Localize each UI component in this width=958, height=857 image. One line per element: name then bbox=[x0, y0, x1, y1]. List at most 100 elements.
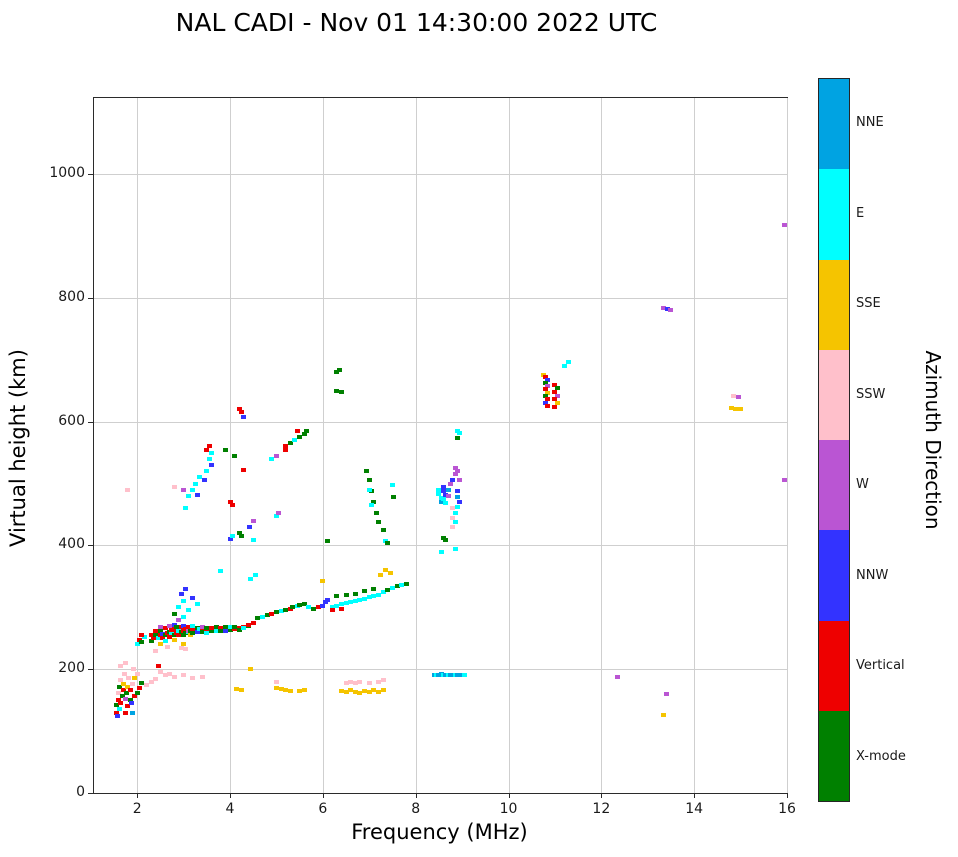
scatter-point bbox=[334, 388, 340, 393]
scatter-point bbox=[206, 444, 212, 449]
scatter-point bbox=[241, 626, 247, 631]
scatter-point bbox=[371, 586, 377, 591]
x-tick-mark bbox=[694, 793, 696, 798]
scatter-point bbox=[273, 685, 279, 690]
scatter-point bbox=[373, 511, 379, 516]
scatter-point bbox=[554, 401, 560, 406]
scatter-point bbox=[552, 397, 558, 402]
scatter-point bbox=[445, 493, 451, 498]
scatter-point bbox=[380, 527, 386, 532]
scatter-point bbox=[441, 536, 447, 541]
scatter-point bbox=[218, 628, 224, 633]
y-tick-label: 400 bbox=[58, 536, 85, 553]
scatter-point bbox=[134, 642, 140, 647]
scatter-point bbox=[125, 487, 131, 492]
scatter-point bbox=[204, 631, 210, 636]
scatter-point bbox=[385, 588, 391, 592]
scatter-point bbox=[362, 589, 368, 594]
scatter-point bbox=[201, 478, 207, 483]
scatter-point bbox=[385, 540, 391, 545]
scatter-point bbox=[250, 518, 256, 523]
scatter-point bbox=[208, 450, 214, 455]
scatter-point bbox=[733, 407, 739, 412]
scatter-point bbox=[239, 409, 245, 414]
scatter-point bbox=[129, 701, 135, 706]
scatter-point bbox=[164, 644, 170, 649]
scatter-point bbox=[213, 625, 219, 630]
scatter-point bbox=[438, 549, 444, 554]
scatter-point bbox=[447, 481, 453, 486]
scatter-point bbox=[561, 363, 567, 368]
scatter-point bbox=[117, 684, 123, 689]
scatter-point bbox=[195, 602, 200, 607]
y-tick-mark bbox=[88, 421, 94, 423]
scatter-point bbox=[287, 441, 293, 446]
scatter-point bbox=[236, 627, 242, 632]
scatter-point bbox=[457, 500, 463, 505]
scatter-point bbox=[283, 447, 289, 452]
scatter-point bbox=[348, 600, 354, 605]
scatter-point bbox=[545, 377, 551, 382]
scatter-point bbox=[157, 670, 163, 675]
y-tick-mark bbox=[88, 669, 94, 671]
scatter-point bbox=[343, 592, 349, 597]
scatter-point bbox=[543, 387, 549, 392]
scatter-point bbox=[380, 678, 386, 683]
scatter-point bbox=[253, 573, 259, 578]
scatter-point bbox=[273, 679, 279, 684]
scatter-point bbox=[181, 614, 187, 619]
scatter-point bbox=[371, 500, 377, 505]
scatter-point bbox=[403, 581, 409, 586]
grid-line-horizontal bbox=[94, 669, 787, 671]
scatter-point bbox=[661, 306, 667, 311]
scatter-point bbox=[162, 626, 168, 631]
scatter-point bbox=[167, 623, 173, 628]
scatter-point bbox=[136, 685, 142, 690]
scatter-point bbox=[248, 667, 254, 672]
scatter-point bbox=[438, 500, 444, 505]
scatter-point bbox=[185, 493, 191, 498]
scatter-point bbox=[124, 690, 130, 695]
scatter-point bbox=[357, 680, 363, 685]
scatter-point bbox=[390, 495, 396, 500]
y-tick-label: 600 bbox=[58, 412, 85, 429]
scatter-point bbox=[118, 664, 124, 669]
scatter-point bbox=[171, 622, 177, 627]
scatter-point bbox=[157, 625, 163, 630]
scatter-point bbox=[452, 519, 458, 524]
scatter-point bbox=[336, 367, 342, 372]
scatter-point bbox=[292, 438, 298, 443]
scatter-point bbox=[329, 605, 335, 610]
chart-title: NAL CADI - Nov 01 14:30:00 2022 UTC bbox=[175, 8, 658, 37]
scatter-point bbox=[176, 633, 182, 638]
scatter-point bbox=[301, 687, 307, 692]
x-tick-mark bbox=[415, 793, 417, 798]
scatter-point bbox=[185, 607, 191, 612]
scatter-point bbox=[454, 428, 460, 433]
colorbar-tick-label: SSW bbox=[856, 386, 886, 402]
scatter-point bbox=[450, 506, 456, 511]
scatter-point bbox=[162, 673, 168, 678]
x-tick-label: 2 bbox=[132, 801, 142, 817]
scatter-point bbox=[204, 469, 210, 474]
scatter-point bbox=[204, 626, 210, 631]
x-tick-label: 6 bbox=[318, 801, 328, 817]
scatter-point bbox=[132, 675, 138, 680]
scatter-point bbox=[380, 687, 386, 692]
scatter-point bbox=[441, 488, 447, 493]
scatter-point bbox=[236, 531, 242, 536]
scatter-point bbox=[119, 694, 125, 699]
scatter-point bbox=[120, 682, 126, 687]
scatter-point bbox=[115, 713, 121, 718]
scatter-point bbox=[731, 394, 737, 399]
colorbar-tick-label: X-mode bbox=[856, 748, 906, 764]
scatter-point bbox=[664, 307, 670, 312]
scatter-point bbox=[192, 481, 198, 486]
grid-line-vertical bbox=[230, 98, 231, 793]
grid-line-vertical bbox=[415, 98, 417, 793]
scatter-point bbox=[454, 436, 460, 441]
grid-line-horizontal bbox=[94, 297, 787, 299]
colorbar-segment-w bbox=[819, 440, 849, 531]
scatter-point bbox=[123, 710, 129, 715]
